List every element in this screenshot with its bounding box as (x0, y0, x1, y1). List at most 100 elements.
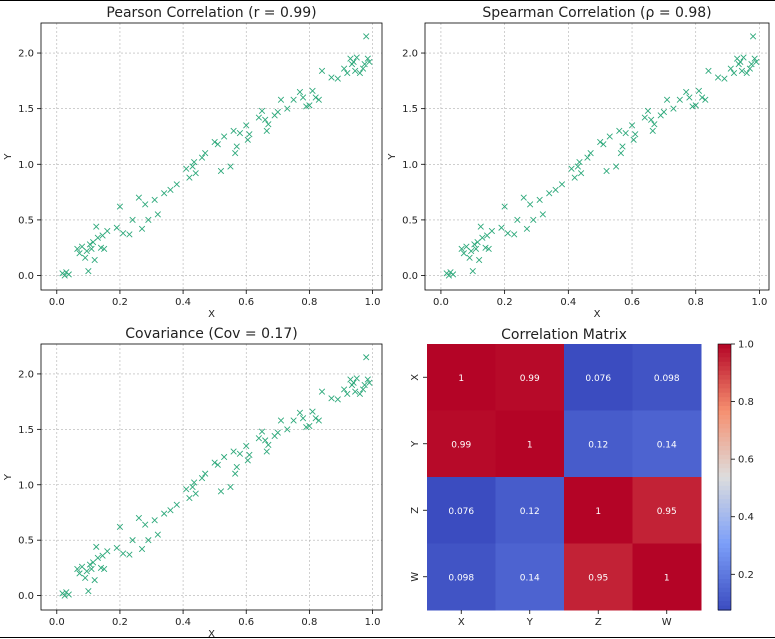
heatmap-row-label: Z (410, 507, 421, 514)
heatmap-cell (427, 477, 496, 544)
scatter-1-point (221, 133, 228, 140)
scatter-2-point (552, 186, 559, 193)
colorbar-segment (718, 570, 731, 576)
heatmap-cell-label: 0.098 (654, 374, 680, 384)
scatter-1-point (91, 256, 98, 264)
colorbar-segment (718, 565, 731, 571)
top-border (0, 0, 775, 1)
scatter-1-point (211, 138, 218, 146)
scatter-2-point (584, 154, 591, 161)
heatmap-cell-label: 0.99 (451, 440, 471, 450)
scatter-1-point (61, 272, 68, 279)
scatter-1-point (119, 230, 127, 237)
colorbar-segment (718, 556, 731, 562)
scatter-3-point (119, 550, 127, 557)
scatter-3-point (211, 459, 218, 466)
scatter-1-point (186, 174, 193, 181)
scatter-1-point (202, 150, 209, 157)
scatter-3-point (233, 463, 240, 471)
scatter-3-point (65, 591, 72, 598)
scatter-3-point (361, 381, 368, 389)
scatter-2-point (730, 69, 738, 77)
scatter-2-point (751, 55, 758, 62)
colorbar-segment (718, 601, 731, 607)
scatter-3-point (350, 379, 357, 386)
scatter-2-point (686, 94, 693, 101)
scatter-3-xtick-label: 0.6 (238, 617, 254, 628)
scatter-2-point (714, 74, 722, 81)
heatmap-col-label: W (662, 617, 672, 628)
colorbar-segment (718, 361, 731, 367)
colorbar-segment (718, 472, 731, 478)
heatmap-cell-label: 0.95 (588, 573, 608, 583)
scatter-3-point (246, 451, 253, 458)
scatter-3-point (192, 490, 199, 497)
colorbar-segment (718, 578, 731, 584)
heatmap-cell-label: 1 (527, 440, 533, 450)
scatter-3-point (312, 415, 319, 422)
heatmap-cell (427, 410, 496, 478)
scatter-3-point (274, 429, 281, 436)
scatter-3-ytick-label: 1.0 (18, 480, 34, 491)
heatmap-cell (564, 410, 633, 478)
colorbar-segment (718, 512, 731, 518)
scatter-2-point (498, 224, 505, 231)
scatter-3-point (82, 574, 89, 581)
scatter-3-point (101, 565, 108, 573)
heatmap-cell-label: 0.14 (657, 440, 677, 450)
scatter-2-point (692, 102, 699, 109)
scatter-3-point (296, 409, 304, 416)
scatter-1-point (191, 158, 198, 166)
scatter-3-point (161, 510, 168, 517)
scatter-3-point (258, 428, 266, 435)
scatter-2-point (617, 150, 625, 157)
colorbar-segment (718, 530, 731, 536)
scatter-3-point (126, 551, 133, 558)
scatter-3-point (186, 494, 193, 502)
scatter-3-point (91, 576, 98, 584)
scatter-1-point (352, 67, 359, 74)
scatter-2-point (727, 65, 734, 72)
colorbar-segment (718, 499, 731, 505)
scatter-1-point (232, 150, 239, 157)
scatter-1-point (265, 121, 272, 128)
scatter-2-xtick-label: 0.2 (497, 297, 513, 308)
scatter-2-point (472, 245, 480, 252)
scatter-2-point (449, 271, 457, 278)
scatter-2-point (485, 245, 492, 252)
colorbar-segment (718, 370, 731, 376)
colorbar-segment (718, 494, 731, 500)
scatter-1-point (154, 211, 161, 218)
heatmap-cell (495, 344, 565, 411)
heatmap-cell-label: 0.14 (520, 573, 540, 583)
scatter-1-point (230, 127, 237, 135)
scatter-2-point (576, 158, 583, 166)
scatter-2-point (539, 211, 546, 218)
colorbar-segment (718, 366, 731, 372)
scatter-3-point (93, 543, 100, 550)
scatter-3-ytick-label: 1.5 (18, 425, 34, 436)
scatter-1-ytick-label: 0.0 (18, 271, 34, 282)
scatter-1-point (116, 203, 124, 210)
colorbar-segment (718, 352, 731, 358)
colorbar-tick-label: 0.2 (738, 570, 754, 581)
scatter-2-point (577, 170, 585, 177)
scatter-2-point (445, 272, 453, 279)
heatmap-cell-label: 0.076 (448, 507, 474, 517)
colorbar-segment (718, 437, 731, 443)
colorbar-frame (717, 343, 732, 611)
heatmap-row-label: Y (410, 440, 421, 448)
heatmap-cell (564, 344, 633, 411)
scatter-1-point (227, 163, 234, 170)
scatter-1-xtick-label: 0.2 (112, 297, 128, 308)
scatter-1-axes-frame (40, 22, 383, 291)
scatter-1-point (65, 271, 72, 278)
scatter-2-point (587, 150, 594, 157)
heatmap-cell (495, 543, 565, 611)
bottom-border (0, 637, 775, 638)
scatter-3-xtick-label: 0.0 (49, 617, 65, 628)
colorbar-segment (718, 454, 731, 460)
colorbar-segment (718, 539, 731, 545)
scatter-1-xtick-label: 0.8 (301, 297, 317, 308)
